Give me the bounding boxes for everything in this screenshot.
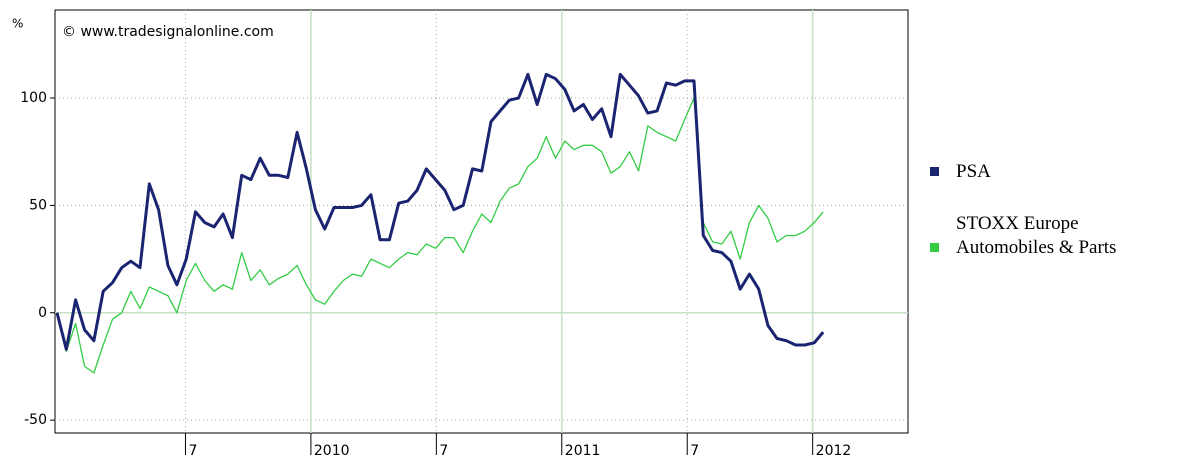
y-tick-label: 0 [38, 305, 47, 321]
plot-frame [54, 9, 909, 434]
legend-label: STOXX Europe Automobiles & Parts [956, 213, 1117, 258]
watermark: © www.tradesignalonline.com [62, 24, 274, 40]
legend: PSA STOXX Europe Automobiles & Parts [930, 160, 1180, 288]
unit-label: % [12, 17, 23, 31]
x-tick-label: 7 [439, 443, 448, 459]
legend-swatch [930, 167, 939, 176]
y-tick-label: 100 [20, 90, 47, 106]
legend-item: PSA [930, 160, 1180, 184]
y-tick-label: -50 [24, 412, 47, 428]
legend-swatch [930, 243, 939, 252]
x-tick-label: 7 [188, 443, 197, 459]
x-tick-label: 7 [690, 443, 699, 459]
series-line [55, 72, 825, 351]
x-tick-label: 2011 [565, 443, 601, 459]
legend-label: PSA [956, 161, 991, 182]
x-tick-label: 2010 [314, 443, 350, 459]
legend-item: STOXX Europe Automobiles & Parts [930, 212, 1180, 260]
x-tick-label: 2012 [816, 443, 852, 459]
y-tick-label: 50 [29, 197, 47, 213]
